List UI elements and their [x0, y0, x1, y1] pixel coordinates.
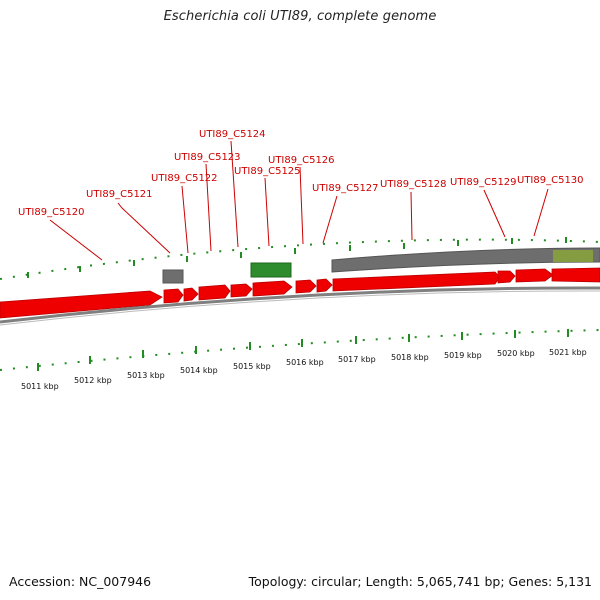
gene-arrow: [252, 280, 293, 297]
kbp-label: 5016 kbp: [286, 358, 324, 367]
upper-major-ticks: [27, 237, 567, 278]
kbp-label: 5012 kbp: [74, 376, 112, 385]
gene-label: UTI89_C5129: [450, 177, 517, 188]
gene-label: UTI89_C5123: [174, 152, 241, 163]
gene-label: UTI89_C5130: [517, 175, 584, 186]
gene-label: UTI89_C5126: [268, 155, 335, 166]
gene-label: UTI89_C5128: [380, 179, 447, 190]
green-feature: [250, 262, 292, 278]
kbp-label: 5019 kbp: [444, 351, 482, 360]
kbp-label: 5017 kbp: [338, 355, 376, 364]
gene-arrow: [198, 284, 231, 301]
genome-backbone-inner: [0, 290, 600, 326]
map-title: Escherichia coli UTI89, complete genome: [163, 9, 437, 24]
olive-feature: [553, 250, 593, 262]
lower-major-ticks: [37, 329, 569, 371]
gene-label: UTI89_C5121: [86, 189, 153, 200]
gene-arrow: [316, 278, 333, 293]
gene-arrow: [163, 288, 184, 304]
kbp-label: 5021 kbp: [549, 348, 587, 357]
gene-label: UTI89_C5127: [312, 183, 379, 194]
gene-arrow: [497, 270, 516, 284]
gene-track: [0, 267, 600, 319]
kbp-label: 5013 kbp: [127, 371, 165, 380]
gene-arrow: [332, 271, 501, 292]
gene-labels: UTI89_C5120 UTI89_C5121 UTI89_C5122 UTI8…: [18, 129, 584, 218]
label-leader-lines: [49, 140, 549, 261]
kbp-labels: 5011 kbp 5012 kbp 5013 kbp 5014 kbp 5015…: [21, 348, 587, 391]
gene-label: UTI89_C5125: [234, 166, 301, 177]
genome-backbone: [0, 286, 600, 324]
gene-arrow: [515, 268, 554, 283]
genome-summary-text: Topology: circular; Length: 5,065,741 bp…: [248, 574, 592, 589]
accession-text: Accession: NC_007946: [9, 574, 152, 589]
kbp-label: 5014 kbp: [180, 366, 218, 375]
kbp-label: 5018 kbp: [391, 353, 429, 362]
gene-arrow: [230, 283, 253, 298]
gray-feature-long: [331, 247, 600, 273]
kbp-label: 5015 kbp: [233, 362, 271, 371]
gene-label: UTI89_C5124: [199, 129, 266, 140]
gene-label: UTI89_C5120: [18, 207, 85, 218]
kbp-label: 5011 kbp: [21, 382, 59, 391]
gene-arrow: [295, 279, 317, 294]
gene-arrow: [0, 290, 163, 319]
gene-label: UTI89_C5122: [151, 173, 218, 184]
gray-feature-small: [162, 269, 184, 284]
gene-arrow: [551, 267, 600, 283]
gene-arrow: [183, 287, 199, 302]
kbp-label: 5020 kbp: [497, 349, 535, 358]
